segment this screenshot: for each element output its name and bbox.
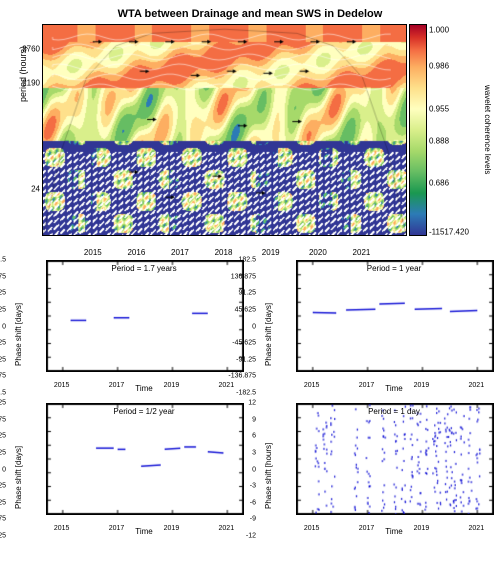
subplot-ylabel: Phase shift [hours] [264, 443, 273, 509]
main-title: WTA between Drainage and mean SWS in Ded… [8, 8, 492, 20]
wavelet-heatmap [42, 24, 407, 236]
subplot-2: 91.2568.437545.62522.81250-22.8125-45.62… [8, 403, 242, 536]
subplot-ylabel: Phase shift [days] [14, 446, 23, 509]
subplot-canvas [296, 403, 494, 515]
subplot-title: Period = 1 year [367, 264, 421, 273]
subplot-xlabel: Time [46, 527, 242, 536]
subplot-xlabel: Time [46, 384, 242, 393]
subplot-xlabel: Time [296, 527, 492, 536]
colorbar-ticks: 1.0000.9860.9550.8880.686-11517.420 [427, 24, 481, 236]
subplot-ylabel: Phase shift [days] [264, 303, 273, 366]
subplot-ylabel: Phase shift [days] [14, 303, 23, 366]
subplot-grid: 312.5234.375156.2578.1250-78.125-156.25-… [8, 260, 492, 536]
subplot-canvas [46, 260, 244, 372]
subplot-xlabel: Time [296, 384, 492, 393]
subplot-title: Period = 1.7 years [111, 264, 176, 273]
subplot-1: 182.5136.87591.2545.6250-45.625-91.25-13… [258, 260, 492, 393]
subplot-3: 129630-3-6-9-12Phase shift [hours]Period… [258, 403, 492, 536]
subplot-0: 312.5234.375156.2578.1250-78.125-156.25-… [8, 260, 242, 393]
colorbar-gradient [409, 24, 427, 236]
subplot-title: Period = 1 day [368, 407, 420, 416]
wavelet-panel: period (hours) 8760219024 20152016201720… [8, 24, 492, 236]
subplot-title: Period = 1/2 year [113, 407, 174, 416]
subplot-canvas [296, 260, 494, 372]
wavelet-yticks: 8760219024 [14, 24, 40, 236]
colorbar-title: wavelet coherence levels [483, 24, 492, 236]
subplot-canvas [46, 403, 244, 515]
colorbar: 1.0000.9860.9550.8880.686-11517.420 wave… [409, 24, 492, 236]
